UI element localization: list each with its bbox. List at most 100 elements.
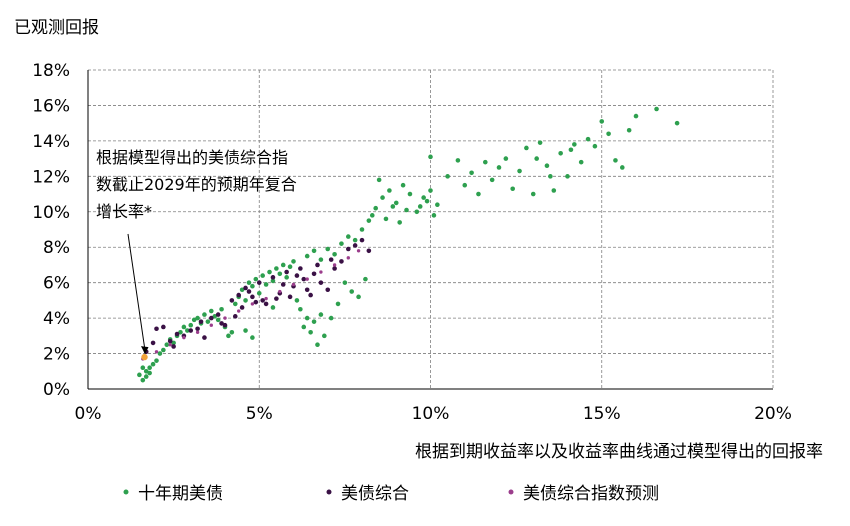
series-1-point — [346, 246, 351, 252]
x-tick-label: 0% — [75, 404, 102, 424]
series-0-point — [280, 262, 286, 268]
series-1-point — [366, 248, 372, 254]
series-0-point — [578, 159, 584, 165]
series-0-point — [530, 191, 536, 197]
y-tick-labels: 0% 2% 4% 6% 8% 10% 12% 14% 16% 18% — [32, 61, 70, 400]
series-0-point — [517, 168, 522, 174]
series-0-point — [654, 106, 659, 112]
series-0-point — [346, 234, 351, 239]
series-0-point — [301, 324, 307, 330]
series-1-point — [270, 275, 276, 280]
series-0-point — [332, 252, 337, 257]
series-0-point — [359, 227, 365, 232]
series-0-point — [373, 205, 379, 211]
series-0-point — [393, 200, 399, 206]
series-0-point — [226, 333, 231, 339]
series-0-point — [188, 322, 194, 328]
series-1-point — [328, 257, 334, 262]
series-0-point — [363, 276, 368, 282]
series-0-point — [219, 306, 224, 312]
series-2-point — [264, 296, 268, 301]
series-0-point — [462, 182, 468, 188]
series-0-point — [250, 335, 255, 340]
legend-label-forecast: 美债综合指数预测 — [523, 484, 659, 504]
series-0-point — [209, 308, 214, 314]
series-0-point — [568, 147, 574, 153]
series-0-point — [352, 237, 358, 243]
series-0-point — [181, 324, 187, 330]
series-2-point — [154, 350, 159, 354]
series-0-point — [274, 266, 279, 271]
series-0-point — [270, 305, 276, 310]
series-0-point — [417, 204, 423, 209]
series-0-point — [147, 370, 152, 376]
series-0-point — [342, 280, 348, 285]
series-0-point — [489, 177, 495, 183]
series-0-point — [250, 283, 255, 289]
series-0-point — [195, 315, 200, 321]
y-tick-label: 2% — [43, 345, 70, 365]
series-0-point — [483, 159, 488, 165]
series-0-point — [215, 317, 221, 323]
series-0-point — [445, 174, 450, 179]
series-0-point — [455, 158, 461, 163]
data-points — [137, 106, 680, 383]
series-2-point — [237, 309, 241, 313]
series-0-point — [548, 174, 553, 179]
legend-label-10y: 十年期美债 — [138, 484, 223, 504]
series-0-point — [154, 358, 159, 363]
series-0-point — [298, 306, 303, 312]
series-2-point — [278, 289, 282, 294]
series-0-point — [428, 154, 433, 160]
x-axis-title: 根据到期收益率以及收益率曲线通过模型得出的回报率 — [415, 442, 823, 462]
series-1-point — [263, 301, 269, 307]
annotation-line-2: 数截止2029年的预期年复合 — [96, 175, 297, 194]
series-0-point — [185, 328, 190, 333]
y-tick-label: 0% — [43, 380, 70, 400]
series-0-point — [318, 312, 324, 317]
series-2-point — [250, 302, 255, 306]
series-0-point — [626, 127, 632, 133]
series-0-point — [424, 198, 430, 204]
series-0-point — [404, 207, 409, 213]
series-0-point — [287, 264, 293, 270]
series-1-point — [188, 328, 194, 333]
series-0-point — [253, 276, 259, 282]
chart-grid — [87, 69, 774, 390]
series-0-point — [232, 301, 238, 307]
series-1-point — [202, 335, 207, 340]
series-0-point — [397, 220, 402, 225]
series-0-point — [212, 314, 218, 319]
series-0-point — [376, 177, 382, 183]
x-tick-label: 20% — [754, 404, 792, 424]
series-0-point — [315, 342, 320, 347]
y-tick-label: 18% — [32, 61, 70, 81]
series-1-point — [260, 298, 265, 303]
series-0-point — [366, 218, 372, 223]
series-0-point — [421, 195, 426, 200]
series-1-point — [171, 344, 176, 349]
series-0-point — [613, 158, 618, 163]
series-2-point — [223, 316, 227, 320]
legend-marker-forecast — [508, 489, 514, 495]
series-0-point — [585, 136, 591, 142]
series-0-point — [496, 165, 502, 170]
series-0-point — [674, 120, 680, 126]
series-0-point — [202, 312, 207, 317]
series-0-point — [387, 188, 392, 193]
x-tick-labels: 0% 5% 10% 15% 20% — [75, 404, 792, 424]
series-0-point — [270, 278, 276, 284]
series-0-point — [620, 165, 625, 170]
series-0-point — [304, 253, 310, 259]
series-1-point — [308, 292, 313, 298]
series-2-point — [182, 335, 186, 340]
legend: 十年期美债 美债综合 美债综合指数预测 — [123, 484, 659, 504]
series-1-point — [246, 289, 252, 294]
series-1-point — [284, 269, 289, 275]
x-tick-label: 5% — [246, 404, 273, 424]
series-0-point — [308, 329, 313, 335]
series-2-point — [305, 277, 309, 281]
series-1-point — [339, 259, 344, 264]
series-0-point — [469, 170, 474, 176]
